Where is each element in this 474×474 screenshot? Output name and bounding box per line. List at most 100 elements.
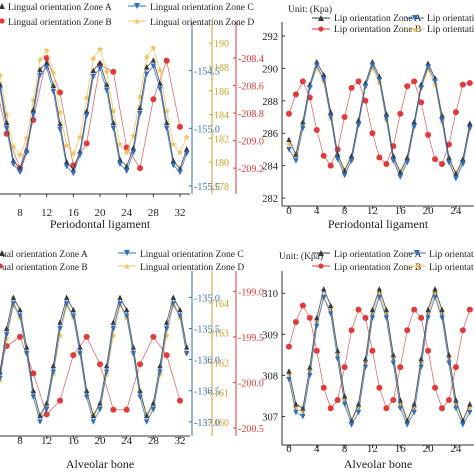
data-point-C bbox=[446, 360, 452, 367]
y-axis-D: 164 163 162 161 160 bbox=[209, 271, 229, 436]
data-point-D bbox=[3, 111, 10, 118]
data-point-C bbox=[348, 422, 355, 428]
data-point-C bbox=[117, 301, 123, 307]
legend-label: Lingual orientation Zone C bbox=[140, 250, 244, 260]
data-point-C bbox=[383, 315, 390, 321]
data-point-B bbox=[383, 405, 390, 412]
data-point-B bbox=[334, 397, 341, 404]
x-tick-label: 8 bbox=[342, 443, 348, 455]
data-point-C bbox=[110, 326, 117, 332]
data-point-D bbox=[452, 400, 460, 407]
data-point-B bbox=[313, 347, 320, 354]
data-point-C bbox=[300, 414, 306, 420]
data-point-B bbox=[397, 364, 404, 371]
data-point-A bbox=[383, 306, 390, 313]
data-point-C bbox=[327, 311, 334, 317]
data-point-A bbox=[130, 144, 137, 151]
data-point-C bbox=[43, 64, 50, 71]
data-point-C bbox=[43, 406, 50, 413]
data-point-C bbox=[390, 360, 397, 367]
data-point-C bbox=[137, 394, 143, 400]
data-point-A bbox=[83, 387, 90, 394]
data-point-A bbox=[90, 67, 97, 74]
data-point-C bbox=[300, 125, 306, 132]
data-point-A bbox=[439, 112, 445, 118]
data-point-D bbox=[143, 54, 150, 61]
y-tick-label: 188 bbox=[214, 63, 229, 74]
data-point-C bbox=[50, 369, 57, 376]
data-point-C bbox=[23, 350, 30, 357]
data-point-C bbox=[432, 294, 438, 301]
data-point-A bbox=[37, 66, 43, 72]
data-point-C bbox=[37, 72, 43, 79]
data-point-C bbox=[460, 161, 466, 167]
data-point-B bbox=[404, 83, 411, 90]
data-point-B bbox=[110, 406, 117, 413]
data-point-A bbox=[17, 306, 23, 313]
data-point-D bbox=[156, 67, 164, 74]
legend-label: Lip orientation bbox=[429, 250, 474, 260]
data-point-C bbox=[170, 301, 177, 307]
data-point-B bbox=[150, 96, 157, 103]
legend-label: Lip orientation Zone A bbox=[334, 250, 421, 260]
x-tick-label: 32 bbox=[175, 435, 186, 447]
data-point-B bbox=[97, 361, 103, 368]
data-point-B bbox=[285, 110, 292, 117]
data-point-C bbox=[369, 62, 376, 69]
data-point-D bbox=[170, 140, 177, 148]
data-point-B bbox=[341, 114, 348, 120]
data-point-A bbox=[432, 286, 438, 292]
y-tick-label: 164 bbox=[214, 299, 229, 310]
y-tick-label: 307 bbox=[262, 412, 278, 423]
data-point-A bbox=[0, 81, 3, 87]
data-point-C bbox=[293, 409, 299, 416]
data-point-C bbox=[183, 151, 190, 157]
data-point-C bbox=[0, 86, 3, 93]
data-point-D bbox=[90, 55, 97, 62]
x-tick-label: 16 bbox=[68, 207, 80, 219]
data-point-A bbox=[110, 119, 117, 125]
x-tick-label: 28 bbox=[148, 435, 160, 447]
series-group bbox=[0, 44, 190, 177]
data-point-D bbox=[163, 332, 170, 339]
data-point-B bbox=[57, 397, 63, 404]
data-point-A bbox=[143, 64, 150, 70]
x-tick-label: 12 bbox=[367, 205, 378, 217]
svg-text:★: ★ bbox=[133, 17, 141, 27]
data-point-B bbox=[439, 405, 445, 412]
data-point-D bbox=[110, 332, 117, 339]
data-point-A bbox=[460, 156, 466, 162]
data-point-C bbox=[348, 158, 355, 164]
legend-item-br-b: Lip orientation Zone B bbox=[312, 263, 421, 273]
unit-label-tr: Unit: (Kpa) bbox=[288, 4, 332, 15]
data-point-C bbox=[425, 64, 431, 70]
x-tick-label: 16 bbox=[395, 443, 407, 455]
data-point-C bbox=[70, 170, 77, 177]
y-tick-label: -154.5 bbox=[194, 67, 220, 78]
legend-label: Lingual orientation Zone C bbox=[150, 3, 254, 13]
y-tick-label: -199.0 bbox=[238, 287, 264, 298]
data-point-B bbox=[70, 352, 77, 359]
data-point-C bbox=[50, 88, 57, 95]
data-point-A bbox=[30, 387, 37, 394]
data-point-D bbox=[176, 149, 184, 156]
x-axis-label: Alveolar bone bbox=[66, 457, 134, 471]
data-point-B bbox=[355, 78, 362, 85]
data-point-C bbox=[411, 409, 417, 416]
data-point-B bbox=[362, 97, 369, 104]
data-point-C bbox=[123, 168, 130, 174]
data-point-D bbox=[96, 45, 104, 52]
data-point-D bbox=[424, 310, 432, 317]
data-point-A bbox=[50, 362, 57, 369]
data-point-A bbox=[137, 104, 143, 110]
legend-item-tl-c: Lingual orientation Zone C bbox=[128, 3, 254, 13]
series-line-A bbox=[0, 296, 188, 417]
data-point-A bbox=[411, 118, 417, 125]
legend-bl: ual orientation Zone A Lingual orientati… bbox=[0, 250, 244, 273]
data-point-C bbox=[23, 150, 30, 156]
data-point-C bbox=[307, 85, 313, 91]
data-point-D bbox=[0, 376, 4, 384]
data-point-A bbox=[334, 151, 341, 157]
data-point-A bbox=[348, 152, 355, 159]
